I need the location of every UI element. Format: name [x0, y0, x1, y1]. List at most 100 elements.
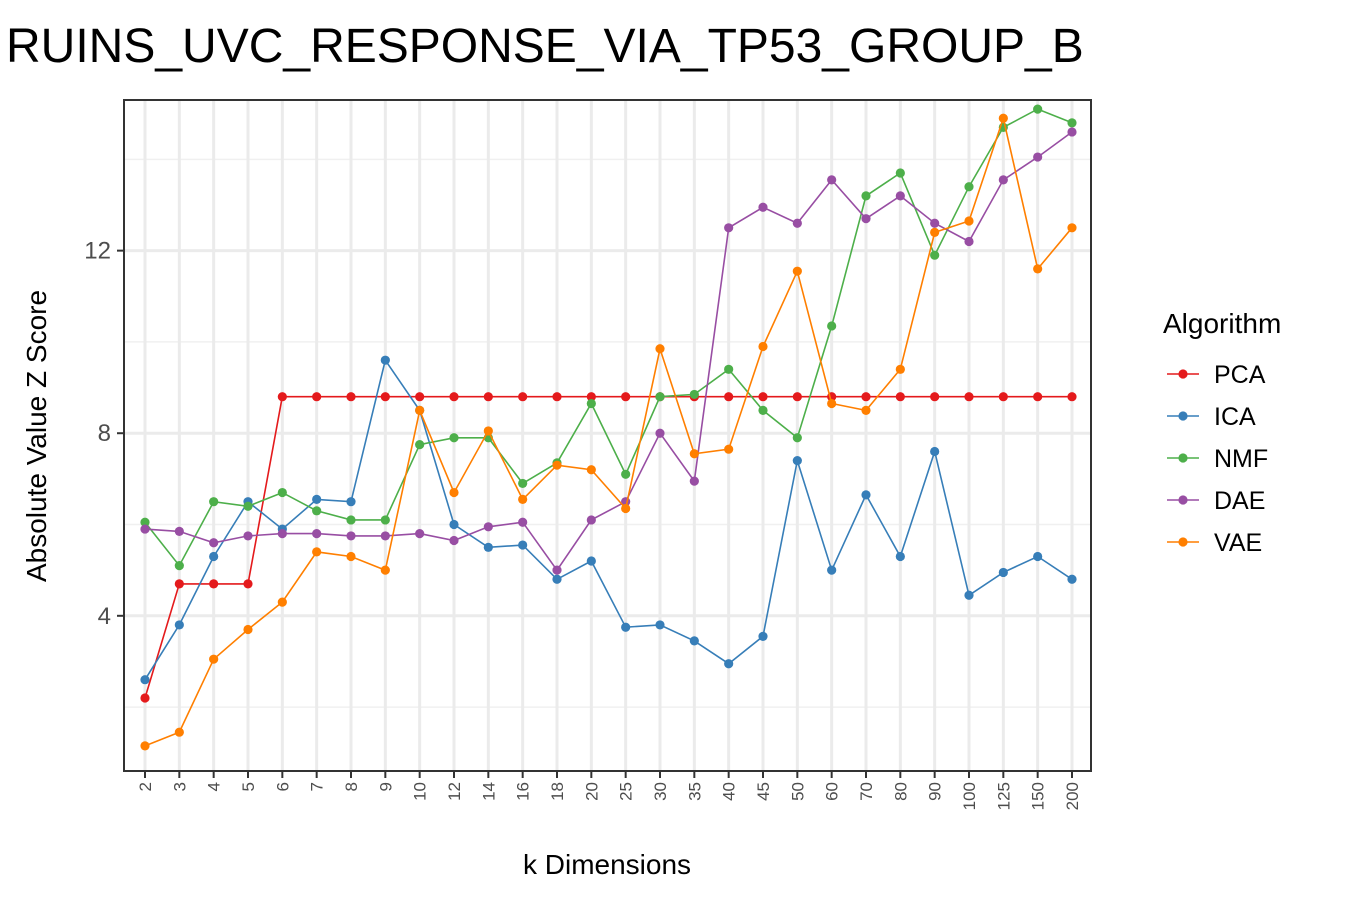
chart-title: RUINS_UVC_RESPONSE_VIA_TP53_GROUP_B: [6, 20, 1084, 73]
x-tick-label: 45: [754, 782, 773, 801]
legend-label: VAE: [1214, 529, 1262, 557]
x-tick-label: 30: [651, 782, 670, 801]
data-point-dae: [518, 517, 528, 527]
data-point-dae: [209, 538, 219, 548]
data-point-dae: [586, 515, 596, 525]
data-point-vae: [518, 494, 528, 505]
data-point-vae: [689, 449, 699, 459]
x-tick-label: 125: [994, 782, 1013, 810]
legend-key-point: [1178, 537, 1188, 547]
data-point-dae: [930, 218, 940, 228]
data-point-ica: [689, 636, 699, 646]
data-point-ica: [449, 519, 459, 530]
legend-key-point: [1178, 411, 1188, 421]
legend-label: PCA: [1214, 361, 1266, 389]
data-point-nmf: [586, 398, 596, 409]
data-point-ica: [655, 620, 665, 630]
data-point-nmf: [861, 191, 871, 201]
data-point-nmf: [174, 560, 184, 571]
data-point-pca: [861, 392, 871, 402]
x-tick-label: 16: [514, 782, 533, 801]
data-point-vae: [827, 398, 837, 409]
x-tick-label: 100: [960, 782, 979, 810]
data-point-pca: [483, 392, 493, 402]
plot-border: [123, 99, 1092, 772]
data-point-nmf: [689, 389, 699, 400]
data-point-nmf: [621, 469, 631, 479]
data-point-ica: [174, 620, 184, 630]
data-point-dae: [964, 236, 974, 247]
legend-key-point: [1178, 453, 1188, 463]
data-point-dae: [243, 531, 253, 541]
x-tick-label: 90: [926, 782, 945, 801]
data-point-pca: [930, 392, 940, 402]
legend-item-nmf: NMF: [1167, 445, 1268, 473]
data-point-pca: [415, 392, 425, 402]
data-point-dae: [827, 175, 837, 185]
series-line-dae: [144, 131, 1073, 572]
data-point-nmf: [449, 433, 459, 443]
data-point-ica: [586, 556, 596, 566]
data-point-pca: [1067, 392, 1077, 402]
x-tick-label: 5: [239, 782, 258, 791]
data-point-vae: [415, 405, 425, 415]
legend-label: DAE: [1214, 487, 1265, 515]
data-point-nmf: [140, 517, 150, 527]
x-tick-label: 40: [720, 782, 739, 801]
data-point-nmf: [415, 440, 425, 450]
legend-item-ica: ICA: [1167, 403, 1256, 431]
data-point-ica: [998, 567, 1008, 578]
data-point-pca: [724, 392, 734, 402]
x-axis-title: k Dimensions: [523, 849, 691, 880]
x-tick-label: 10: [411, 782, 430, 801]
x-tick-label: 7: [308, 782, 327, 791]
data-point-vae: [655, 344, 665, 354]
data-point-vae: [346, 551, 356, 562]
x-tick-label: 80: [891, 782, 910, 801]
data-point-ica: [758, 631, 768, 641]
data-point-vae: [312, 547, 322, 557]
legend-item-pca: PCA: [1167, 361, 1266, 389]
data-point-nmf: [724, 364, 734, 374]
data-point-vae: [380, 565, 390, 575]
data-point-vae: [964, 216, 974, 226]
data-point-ica: [312, 494, 322, 505]
data-point-nmf: [1033, 104, 1043, 114]
data-point-vae: [552, 460, 562, 470]
data-point-nmf: [655, 392, 665, 402]
x-tick-label: 8: [342, 782, 361, 791]
data-point-dae: [140, 524, 150, 534]
data-point-dae: [1033, 152, 1043, 162]
data-point-dae: [689, 476, 699, 486]
data-point-vae: [861, 405, 871, 415]
data-point-pca: [346, 392, 356, 402]
data-point-vae: [449, 487, 459, 498]
series-ica: [140, 355, 1077, 685]
series-nmf: [140, 104, 1077, 571]
x-tick-label: 50: [788, 782, 807, 801]
data-point-nmf: [827, 321, 837, 331]
data-point-ica: [209, 551, 219, 562]
legend-key-point: [1178, 495, 1188, 505]
data-point-pca: [621, 392, 631, 402]
data-point-pca: [998, 392, 1008, 402]
data-point-ica: [483, 542, 493, 552]
x-tick-label: 14: [479, 782, 498, 801]
data-point-pca: [209, 579, 219, 589]
data-point-dae: [415, 529, 425, 539]
y-tick-label: 4: [98, 603, 111, 630]
data-point-nmf: [380, 515, 390, 525]
data-point-vae: [586, 465, 596, 475]
data-point-vae: [277, 597, 287, 607]
data-point-vae: [758, 341, 768, 352]
series-line-vae: [144, 115, 1073, 747]
data-point-pca: [1033, 392, 1043, 402]
plot-series: [140, 104, 1077, 751]
data-point-vae: [243, 624, 253, 635]
data-point-dae: [895, 191, 905, 201]
series-dae: [140, 127, 1077, 575]
x-tick-label: 9: [376, 782, 395, 791]
data-point-vae: [895, 364, 905, 374]
data-point-vae: [209, 654, 219, 664]
